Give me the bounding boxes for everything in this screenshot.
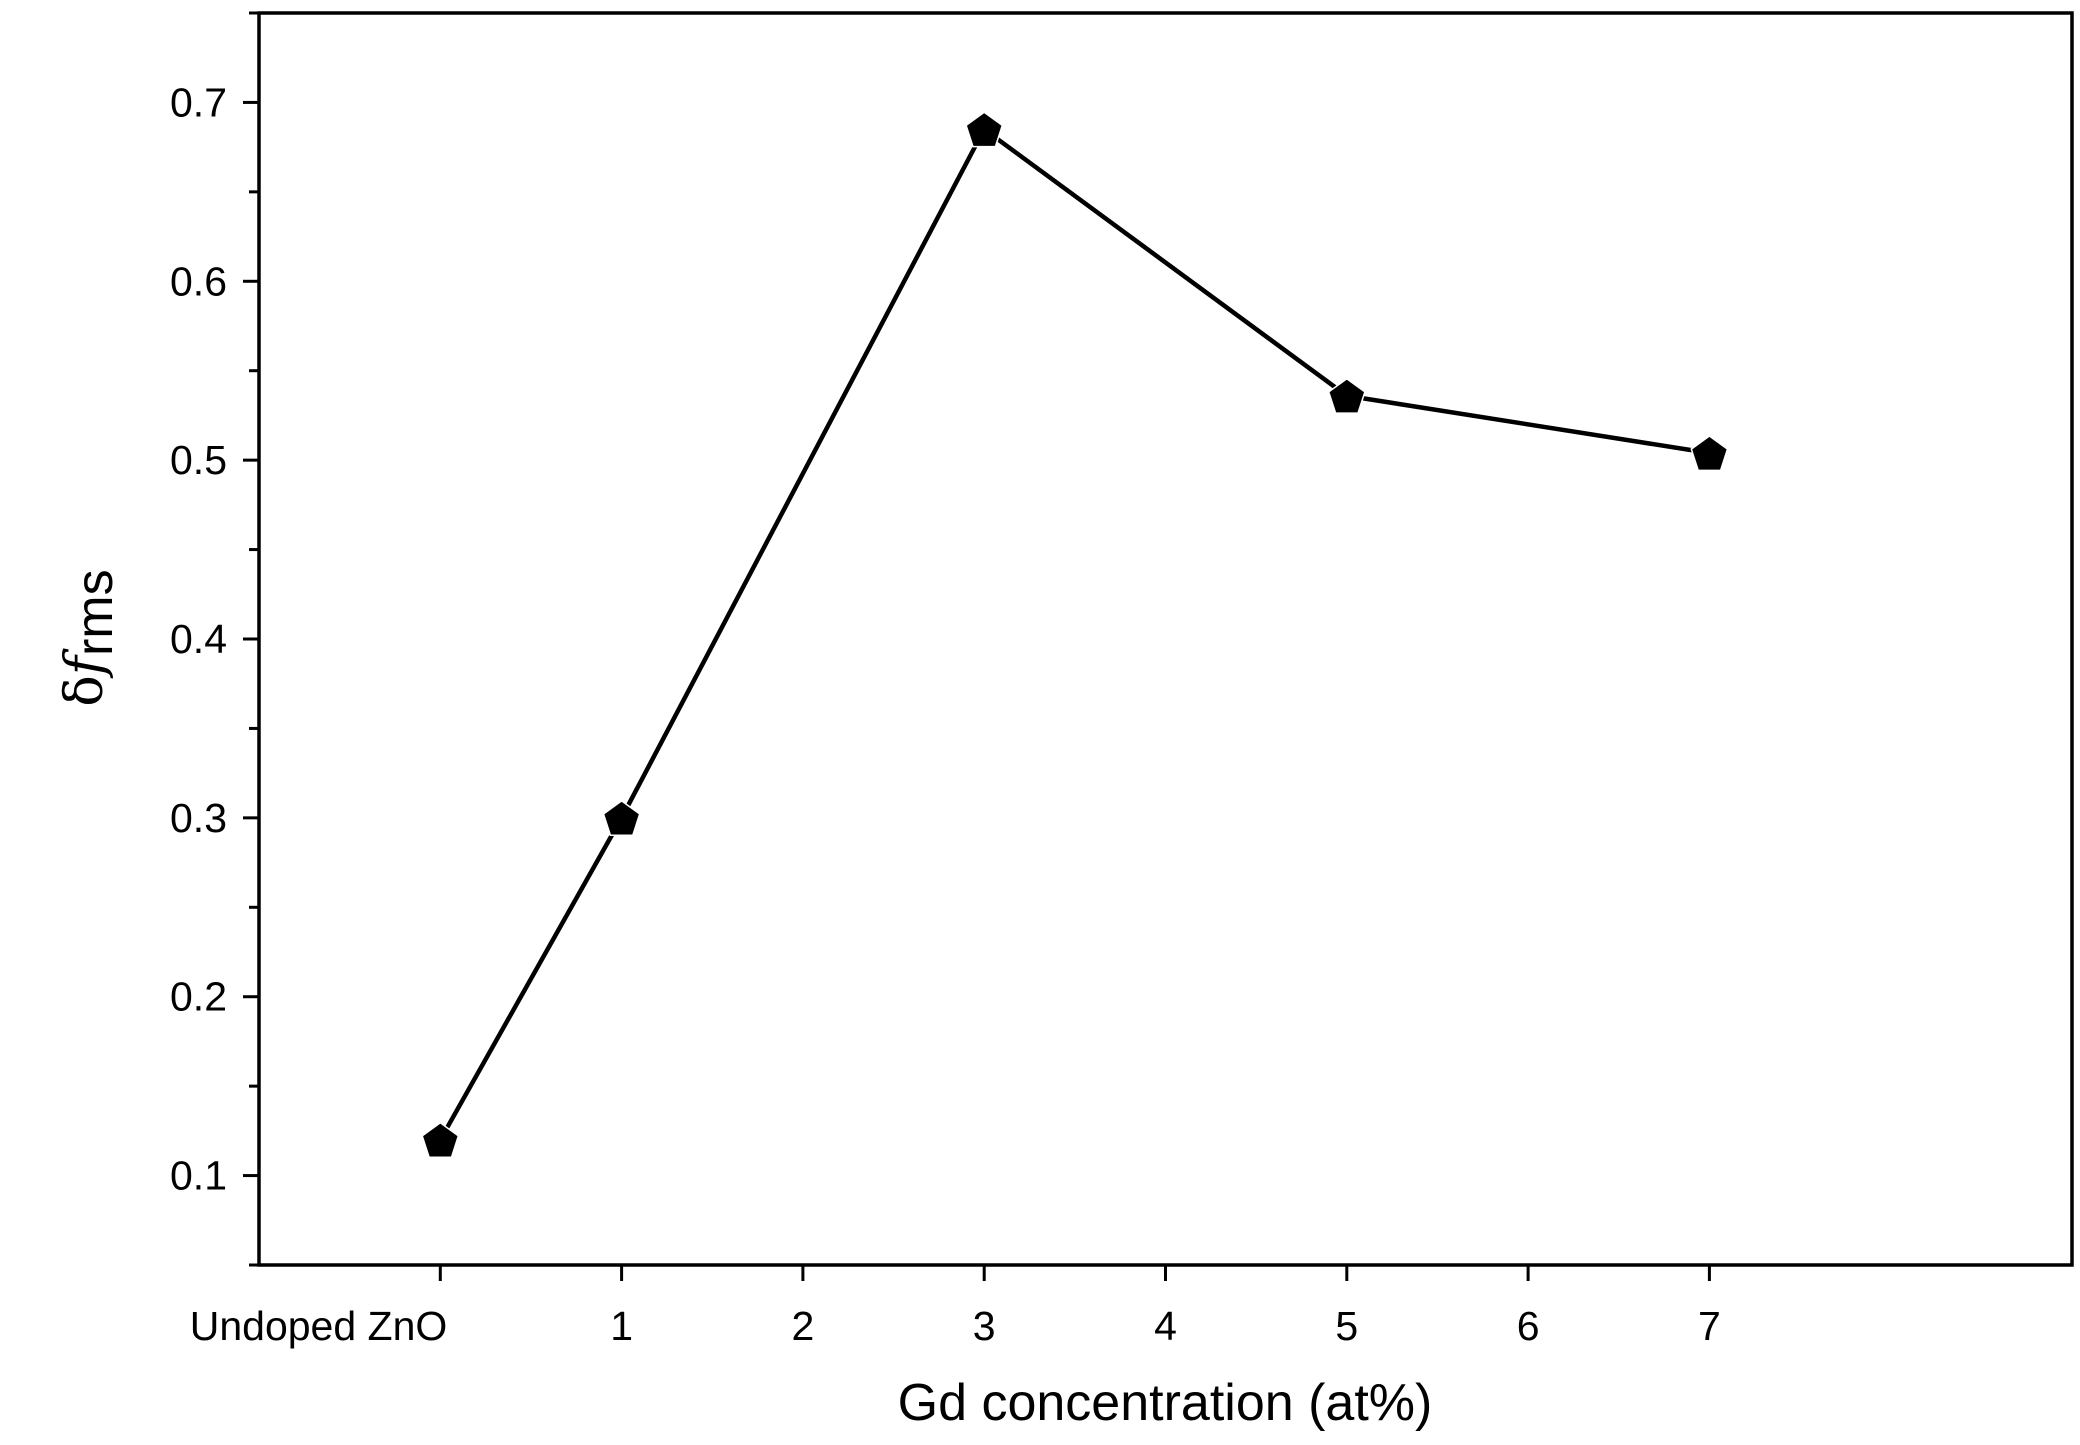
series-line xyxy=(438,127,1710,1141)
x-tick-label: 1 xyxy=(610,1303,633,1349)
data-point-marker xyxy=(1690,435,1729,472)
y-tick-label: 0.6 xyxy=(170,258,227,304)
data-point-marker xyxy=(421,1121,460,1158)
x-tick-label: 4 xyxy=(1154,1303,1177,1349)
x-tick-label: 7 xyxy=(1698,1303,1721,1349)
data-point-marker xyxy=(602,799,641,836)
y-tick-label: 0.4 xyxy=(170,616,227,662)
data-point-marker xyxy=(965,111,1004,148)
y-axis-title: δfrms xyxy=(55,569,124,706)
x-axis-title: Gd concentration (at%) xyxy=(898,1374,1433,1432)
y-axis-title-symbol: δ xyxy=(55,675,115,706)
plot-frame xyxy=(257,11,2074,1267)
x-tick-label: 2 xyxy=(791,1303,814,1349)
y-tick-label: 0.3 xyxy=(170,795,227,841)
y-tick-label: 0.5 xyxy=(170,437,227,483)
y-tick-label: 0.7 xyxy=(170,79,227,125)
x-axis: Undoped ZnO 1 2 3 4 5 6 7 xyxy=(190,1265,1721,1349)
y-tick-label: 0.1 xyxy=(170,1153,227,1199)
data-point-marker xyxy=(1327,377,1366,414)
x-tick-label: 3 xyxy=(973,1303,996,1349)
x-tick-label: 5 xyxy=(1335,1303,1358,1349)
x-tick-label: Undoped ZnO xyxy=(190,1303,448,1349)
y-axis: 0.1 0.2 0.3 0.4 0.5 0.6 0.7 xyxy=(170,11,259,1267)
series-layer xyxy=(421,111,1729,1158)
x-tick-label: 6 xyxy=(1517,1303,1540,1349)
y-axis-title-sub: rms xyxy=(66,569,124,656)
y-tick-label: 0.2 xyxy=(170,974,227,1020)
